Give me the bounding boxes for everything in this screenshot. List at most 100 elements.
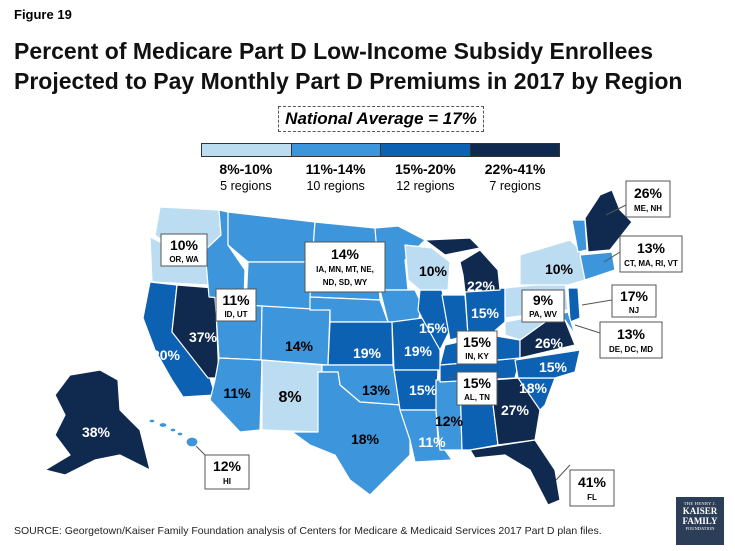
label-alabama-tennessee: 15% AL, TN [456,371,498,406]
hawaii-island [148,418,156,424]
pointer-line [195,445,206,456]
region-wisconsin [404,244,451,291]
legend-swatch-1 [202,144,292,156]
pointer-line [574,324,601,334]
logo-line-1: THE HENRY J. [683,501,717,506]
label-value: 15% [463,334,492,350]
value-south-carolina: 18% [519,380,548,396]
legend-range: 8%-10% [219,161,273,177]
region-new-jersey [567,287,581,323]
label-states: NJ [629,306,639,315]
label-value: 11% [222,292,250,308]
value-arkansas: 15% [409,382,438,398]
pointer-line [603,251,621,263]
value-ohio: 15% [471,305,500,321]
value-louisiana: 11% [418,434,446,450]
label-florida: 41% FL [569,469,615,507]
label-value: 9% [533,292,554,308]
value-nevada: 37% [189,329,218,345]
label-states: FL [587,493,597,502]
value-kansas: 19% [353,345,382,361]
region-georgia [489,377,541,446]
value-alaska: 38% [82,424,111,440]
region-colorado [260,305,331,366]
source-note: SOURCE: Georgetown/Kaiser Family Foundat… [14,525,602,537]
region-texas [291,371,411,496]
legend-color-bar [201,143,560,157]
label-value: 17% [620,288,649,304]
label-hawaii: 12% HI [204,454,250,490]
value-new-york: 10% [545,261,574,277]
region-alaska [44,369,151,476]
label-states: DE, DC, MD [609,345,653,354]
region-montana [227,211,316,263]
value-illinois: 15% [419,320,448,336]
region-vermont [571,219,588,253]
legend-swatch-3 [381,144,471,156]
logo-line-2: KAISER [682,506,718,516]
pointer-line [581,299,613,306]
label-states: OR, WA [169,255,199,264]
kff-logo: THE HENRY J. KAISER FAMILY FOUNDATION [676,497,724,545]
region-florida [469,439,561,506]
title-line-2: Projected to Pay Monthly Part D Premiums… [14,68,683,94]
label-pa-wv: 9% PA, WV [521,289,565,323]
legend-range: 15%-20% [395,161,456,177]
legend-count: 7 regions [489,179,541,193]
value-california: 20% [152,347,181,363]
value-mississippi: 12% [435,413,464,429]
region-iowa [379,289,423,323]
label-states-line2: ND, SD, WY [323,278,368,287]
value-oklahoma: 13% [362,382,391,398]
legend-count: 12 regions [396,179,455,193]
label-southern-new-england: 13% CT, MA, RI, VT [619,235,683,273]
value-georgia: 27% [501,402,530,418]
label-value: 41% [578,474,607,490]
label-mid-atlantic: 13% DE, DC, MD [599,321,663,359]
logo-line-3: FAMILY [682,516,718,526]
region-hawaii [148,418,199,448]
value-missouri: 19% [404,343,433,359]
legend-count: 10 regions [306,179,365,193]
label-states: IN, KY [465,352,489,361]
figure-label: Figure 19 [14,7,72,22]
chart-title: Percent of Medicare Part D Low-Income Su… [14,36,714,96]
label-value: 14% [331,246,360,262]
label-states: AL, TN [464,393,490,402]
legend-count: 5 regions [220,179,272,193]
pointer-line [605,204,627,216]
label-plains: 14% IA, MN, MT, NE, ND, SD, WY [304,241,386,293]
legend-swatch-2 [291,144,381,156]
national-average-box: National Average = 17% [278,106,484,132]
label-states: ID, UT [224,310,247,319]
label-indiana-kentucky: 15% IN, KY [456,330,498,365]
value-michigan: 22% [467,278,496,294]
label-value: 13% [637,240,666,256]
legend: 8%-10% 5 regions 11%-14% 10 regions 15%-… [201,143,560,194]
label-new-jersey: 17% NJ [611,284,657,318]
region-north-carolina [514,349,581,379]
label-states-line1: IA, MN, MT, NE, [316,265,374,274]
label-value: 10% [170,237,199,253]
label-value: 12% [213,458,242,474]
value-new-mexico: 8% [278,389,301,406]
label-pacific-nw: 10% OR, WA [160,233,208,267]
value-virginia: 26% [535,335,564,351]
label-idaho-utah: 11% ID, UT [215,288,257,322]
region-southern-new-england [579,251,616,281]
title-line-1: Percent of Medicare Part D Low-Income Su… [14,38,654,64]
value-wisconsin: 10% [419,263,448,279]
label-value: 13% [617,326,646,342]
legend-item-1: 8%-10% 5 regions [201,161,291,194]
logo-line-4: FOUNDATION [685,526,715,531]
value-colorado: 14% [285,338,314,354]
legend-swatch-4 [470,144,559,156]
value-arizona: 11% [223,385,251,401]
legend-range: 11%-14% [305,161,366,177]
label-value: 15% [463,375,492,391]
value-north-carolina: 15% [539,359,568,375]
legend-range: 22%-41% [484,161,546,177]
label-states: CT, MA, RI, VT [624,259,678,268]
label-states: ME, NH [634,204,662,213]
